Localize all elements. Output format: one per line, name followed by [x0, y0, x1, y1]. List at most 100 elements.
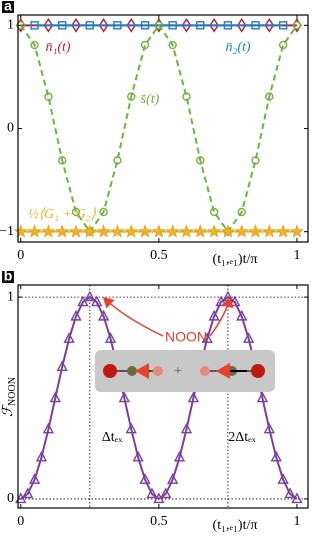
marker: [82, 224, 97, 238]
marker: [22, 487, 34, 499]
marker: [127, 92, 136, 101]
plot-frame: [17, 284, 309, 509]
x-tick-label: 1: [293, 514, 300, 529]
marker: [151, 224, 166, 238]
marker: [27, 224, 42, 238]
marker: [277, 473, 289, 484]
x-tick-label: 0.5: [150, 514, 168, 529]
annotation: 2Δtₑₓ: [228, 430, 256, 445]
marker: [182, 92, 191, 101]
series-label: n̄₁(t): [45, 40, 70, 55]
marker: [63, 332, 75, 343]
x-tick-label: 0.5: [150, 248, 168, 263]
marker: [49, 391, 61, 403]
marker: [124, 224, 139, 238]
inset-diagram: +: [95, 350, 275, 392]
marker: [223, 21, 233, 30]
marker: [113, 21, 122, 30]
marker: [251, 156, 260, 165]
marker: [146, 487, 158, 499]
marker: [42, 422, 55, 434]
marker: [284, 487, 296, 499]
y-label-symbol: ℱ: [1, 403, 16, 417]
marker: [207, 224, 222, 238]
x-tick-label: 0: [17, 514, 24, 529]
marker: [126, 18, 137, 33]
marker: [265, 92, 274, 101]
series-line: [19, 23, 298, 234]
y-label-subscript: NOON: [7, 377, 18, 406]
marker: [30, 21, 39, 30]
marker: [140, 40, 150, 50]
marker: [140, 21, 150, 30]
marker: [139, 473, 151, 484]
annotation: Δtₑₓ: [102, 430, 123, 445]
marker: [168, 40, 177, 50]
x-tick-label: 1: [293, 248, 300, 263]
marker: [220, 224, 235, 238]
marker: [138, 224, 153, 238]
marker: [44, 92, 53, 101]
series-label: s̄(t): [141, 92, 160, 107]
y-tick-label: 1: [7, 289, 14, 304]
x-axis-label: (t₁,ₑ₁)t/π: [213, 252, 258, 267]
marker: [196, 156, 205, 165]
marker: [132, 450, 144, 462]
marker: [118, 391, 130, 403]
marker: [193, 224, 208, 238]
arrow: [102, 296, 164, 337]
marker: [276, 224, 291, 238]
panel-label-box: [2, 1, 14, 13]
marker: [16, 21, 25, 30]
plot-frame: [17, 14, 309, 243]
marker: [278, 21, 288, 30]
panel-label-box: [2, 271, 14, 283]
marker: [96, 224, 111, 238]
marker: [154, 21, 164, 30]
marker: [110, 224, 125, 238]
marker: [71, 207, 81, 217]
marker: [97, 309, 110, 321]
series-label: ½⟨G₁ + G₂⟩: [28, 207, 96, 222]
marker: [196, 21, 205, 30]
series-line: [20, 295, 298, 501]
marker: [30, 40, 39, 50]
marker: [209, 18, 219, 33]
marker: [180, 422, 193, 434]
y-tick-label: 1: [7, 18, 14, 33]
series-label: n̄₂(t): [225, 40, 250, 55]
marker: [57, 21, 67, 30]
marker: [264, 18, 275, 33]
annotation: NOON: [165, 329, 207, 345]
marker: [209, 207, 219, 217]
x-axis-label: (t₁,ₑ₁)t/π: [213, 518, 258, 533]
marker: [289, 224, 304, 238]
marker: [242, 332, 255, 343]
marker: [187, 391, 200, 403]
marker: [91, 295, 103, 307]
arrow: [209, 296, 234, 337]
marker: [98, 18, 109, 33]
marker: [270, 450, 282, 462]
marker: [201, 332, 213, 343]
marker: [41, 224, 56, 238]
marker: [84, 290, 96, 302]
marker: [237, 207, 246, 217]
marker: [208, 309, 220, 321]
marker: [56, 360, 68, 372]
marker: [104, 332, 117, 343]
marker: [113, 156, 122, 165]
y-axis-label: ℱNOON: [1, 377, 18, 417]
marker: [125, 422, 137, 434]
marker: [160, 487, 172, 499]
marker: [173, 450, 186, 462]
marker: [167, 473, 179, 484]
marker: [13, 224, 28, 238]
marker: [234, 224, 249, 238]
marker: [55, 224, 70, 238]
panel-label: b: [4, 268, 13, 284]
y-tick-label: 0: [7, 491, 14, 506]
y-tick-label: −1: [0, 224, 14, 239]
marker: [262, 224, 277, 238]
